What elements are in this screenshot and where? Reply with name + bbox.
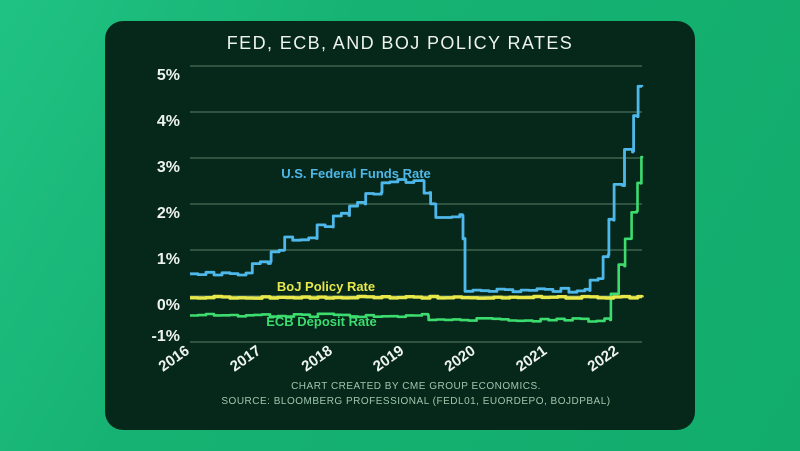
svg-text:CHART CREATED BY CME GROUP ECO: CHART CREATED BY CME GROUP ECONOMICS. <box>291 381 541 392</box>
svg-text:2018: 2018 <box>299 342 336 375</box>
svg-text:3%: 3% <box>157 159 180 176</box>
svg-text:5%: 5% <box>157 67 180 84</box>
svg-text:2019: 2019 <box>370 342 407 375</box>
svg-text:2022: 2022 <box>585 342 622 375</box>
svg-text:U.S. Federal Funds Rate: U.S. Federal Funds Rate <box>281 166 431 181</box>
svg-text:2%: 2% <box>157 205 180 222</box>
svg-text:2017: 2017 <box>227 342 264 375</box>
svg-text:1%: 1% <box>157 251 180 268</box>
svg-text:2020: 2020 <box>442 342 479 375</box>
svg-text:-1%: -1% <box>152 328 180 345</box>
svg-text:BoJ Policy Rate: BoJ Policy Rate <box>277 279 375 294</box>
svg-text:0%: 0% <box>157 297 180 314</box>
svg-text:ECB Deposit Rate: ECB Deposit Rate <box>266 314 377 329</box>
svg-text:2016: 2016 <box>156 342 193 375</box>
svg-text:4%: 4% <box>157 113 180 130</box>
svg-text:SOURCE: BLOOMBERG PROFESSIONAL: SOURCE: BLOOMBERG PROFESSIONAL (FEDL01, … <box>221 396 610 407</box>
svg-text:2021: 2021 <box>513 342 550 375</box>
